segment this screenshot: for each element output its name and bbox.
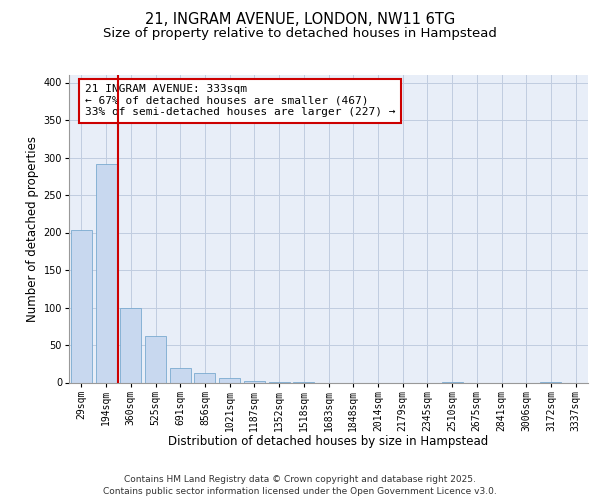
Bar: [71, 230, 92, 382]
Bar: [95, 164, 116, 382]
Text: 21, INGRAM AVENUE, LONDON, NW11 6TG: 21, INGRAM AVENUE, LONDON, NW11 6TG: [145, 12, 455, 28]
Text: Size of property relative to detached houses in Hampstead: Size of property relative to detached ho…: [103, 28, 497, 40]
Bar: [219, 378, 240, 382]
Bar: [145, 336, 166, 382]
Text: 21 INGRAM AVENUE: 333sqm
← 67% of detached houses are smaller (467)
33% of semi-: 21 INGRAM AVENUE: 333sqm ← 67% of detach…: [85, 84, 395, 117]
Bar: [120, 308, 141, 382]
Bar: [170, 368, 191, 382]
X-axis label: Distribution of detached houses by size in Hampstead: Distribution of detached houses by size …: [169, 434, 488, 448]
Bar: [194, 373, 215, 382]
Text: Contains HM Land Registry data © Crown copyright and database right 2025.
Contai: Contains HM Land Registry data © Crown c…: [103, 475, 497, 496]
Y-axis label: Number of detached properties: Number of detached properties: [26, 136, 39, 322]
Bar: [244, 381, 265, 382]
